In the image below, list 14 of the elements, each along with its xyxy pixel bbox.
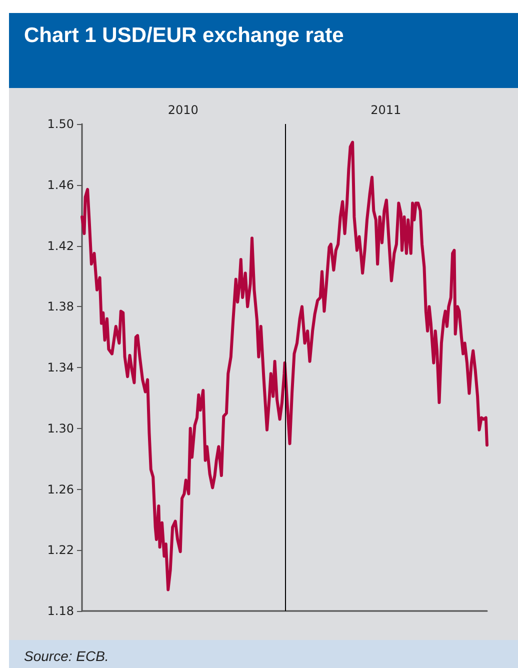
chart-title: Chart 1 USD/EUR exchange rate (24, 24, 344, 48)
y-tick-label: 1.18 (47, 604, 74, 618)
y-tick-label: 1.22 (47, 543, 74, 558)
y-tick-label: 1.46 (47, 178, 74, 192)
y-tick-label: 1.30 (47, 421, 74, 436)
y-tick-label: 1.50 (47, 117, 74, 131)
source-note: Source: ECB. (24, 648, 109, 664)
y-tick-label: 1.42 (47, 238, 74, 253)
x-tick-label: 2010 (168, 103, 198, 117)
y-tick-label: 1.34 (47, 360, 74, 374)
y-tick-label: 1.26 (47, 482, 74, 496)
x-tick-label: 2011 (370, 103, 402, 117)
y-tick-label: 1.38 (47, 300, 74, 314)
line-series (80, 140, 488, 592)
